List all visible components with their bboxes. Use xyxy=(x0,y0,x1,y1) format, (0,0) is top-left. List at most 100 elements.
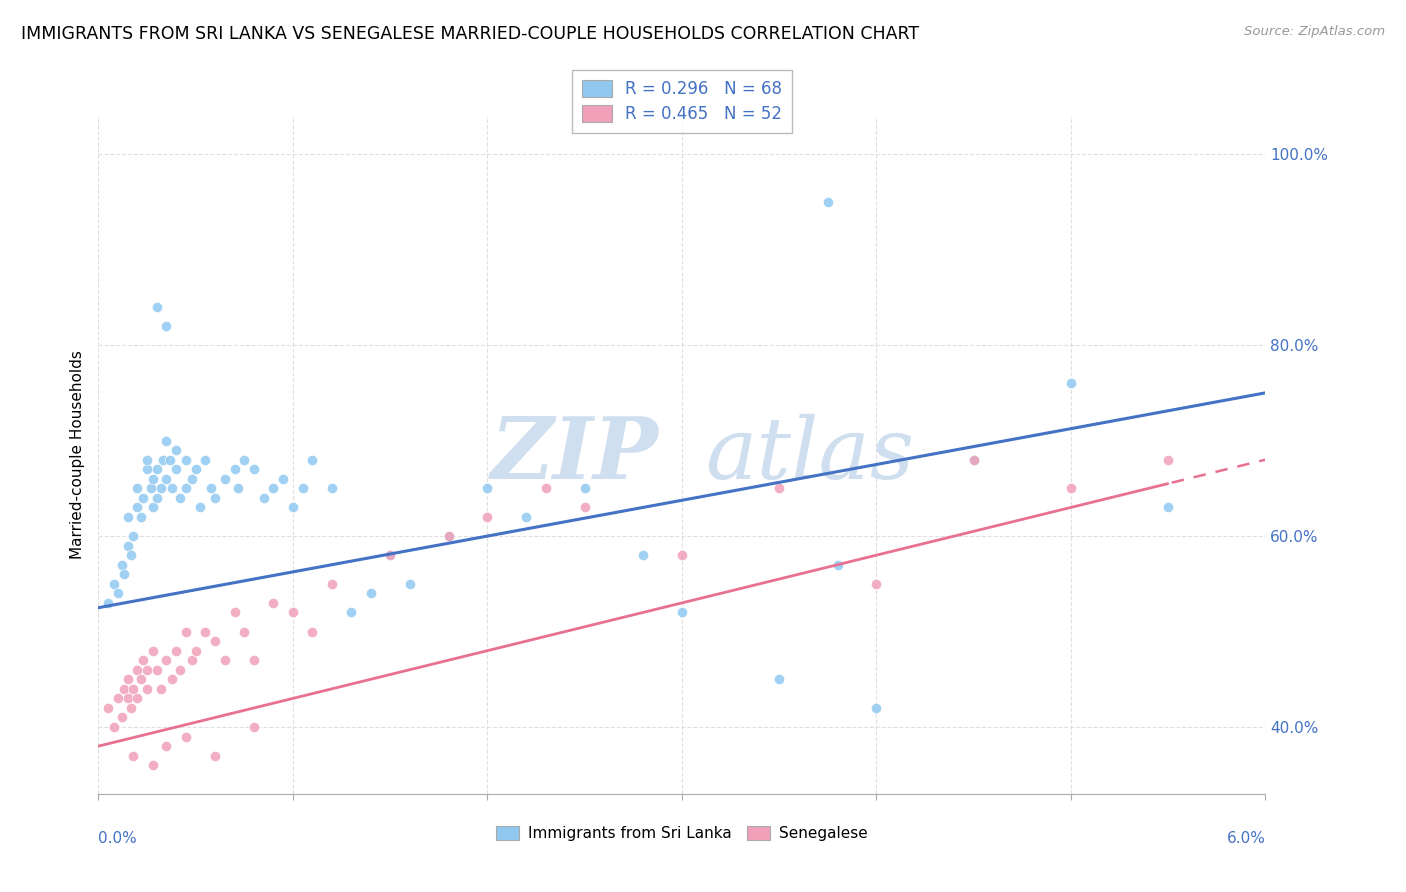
Point xyxy=(111,710,134,724)
Point xyxy=(129,510,152,524)
Point xyxy=(117,691,139,706)
Point xyxy=(214,653,236,667)
Point xyxy=(262,596,284,610)
Text: IMMIGRANTS FROM SRI LANKA VS SENEGALESE MARRIED-COUPLE HOUSEHOLDS CORRELATION CH: IMMIGRANTS FROM SRI LANKA VS SENEGALESE … xyxy=(21,25,920,43)
Point xyxy=(291,481,314,495)
Point xyxy=(122,529,145,543)
Point xyxy=(97,701,120,715)
Point xyxy=(380,548,402,562)
Point xyxy=(174,624,197,639)
Text: atlas: atlas xyxy=(706,414,914,496)
Point xyxy=(360,586,382,600)
Point xyxy=(159,452,181,467)
Point xyxy=(574,481,596,495)
Point xyxy=(146,300,169,314)
Point xyxy=(194,452,217,467)
Point xyxy=(194,624,217,639)
Point xyxy=(233,624,256,639)
Point xyxy=(827,558,849,572)
Point xyxy=(340,606,363,620)
Point xyxy=(121,548,143,562)
Point xyxy=(380,548,402,562)
Point xyxy=(281,500,304,515)
Point xyxy=(1060,481,1083,495)
Legend: Immigrants from Sri Lanka, Senegalese: Immigrants from Sri Lanka, Senegalese xyxy=(489,820,875,847)
Point xyxy=(174,481,197,495)
Point xyxy=(136,452,159,467)
Point xyxy=(398,577,420,591)
Point xyxy=(165,643,187,657)
Point xyxy=(149,481,172,495)
Y-axis label: Married-couple Households: Married-couple Households xyxy=(69,351,84,559)
Point xyxy=(103,720,125,734)
Point xyxy=(204,748,226,763)
Point xyxy=(817,194,839,209)
Point xyxy=(127,691,149,706)
Point xyxy=(224,462,246,476)
Point xyxy=(127,663,149,677)
Point xyxy=(169,663,191,677)
Point xyxy=(117,539,139,553)
Point xyxy=(129,673,152,687)
Point xyxy=(768,481,790,495)
Point xyxy=(155,318,177,333)
Text: ZIP: ZIP xyxy=(491,413,658,497)
Point xyxy=(127,481,149,495)
Point xyxy=(111,558,134,572)
Point xyxy=(631,548,654,562)
Point xyxy=(184,462,207,476)
Point xyxy=(962,452,984,467)
Point xyxy=(136,663,159,677)
Point xyxy=(155,739,177,753)
Point xyxy=(107,691,129,706)
Point xyxy=(103,577,125,591)
Point xyxy=(174,730,197,744)
Point xyxy=(574,500,596,515)
Point xyxy=(107,586,129,600)
Point xyxy=(180,653,202,667)
Point xyxy=(142,472,165,486)
Point xyxy=(243,462,266,476)
Point xyxy=(184,643,207,657)
Point xyxy=(1157,500,1180,515)
Point xyxy=(165,443,187,458)
Point xyxy=(188,500,211,515)
Point xyxy=(243,720,266,734)
Point xyxy=(149,681,172,696)
Point xyxy=(243,653,266,667)
Point xyxy=(271,472,294,486)
Point xyxy=(477,510,499,524)
Point xyxy=(301,452,323,467)
Point xyxy=(139,481,162,495)
Point xyxy=(162,481,184,495)
Point xyxy=(142,643,165,657)
Point xyxy=(127,500,149,515)
Point xyxy=(477,481,499,495)
Point xyxy=(122,681,145,696)
Point xyxy=(174,452,197,467)
Point xyxy=(214,472,236,486)
Point xyxy=(112,681,135,696)
Point xyxy=(117,673,139,687)
Point xyxy=(671,606,693,620)
Point xyxy=(112,567,135,582)
Point xyxy=(136,462,159,476)
Point xyxy=(136,681,159,696)
Point xyxy=(165,462,187,476)
Point xyxy=(962,452,984,467)
Point xyxy=(865,577,887,591)
Point xyxy=(142,500,165,515)
Point xyxy=(204,634,226,648)
Point xyxy=(169,491,191,505)
Point xyxy=(155,434,177,448)
Point xyxy=(121,701,143,715)
Point xyxy=(321,577,343,591)
Point xyxy=(155,653,177,667)
Point xyxy=(228,481,250,495)
Point xyxy=(253,491,276,505)
Point xyxy=(204,491,226,505)
Point xyxy=(1157,452,1180,467)
Point xyxy=(132,653,155,667)
Point xyxy=(437,529,460,543)
Text: 0.0%: 0.0% xyxy=(98,831,138,847)
